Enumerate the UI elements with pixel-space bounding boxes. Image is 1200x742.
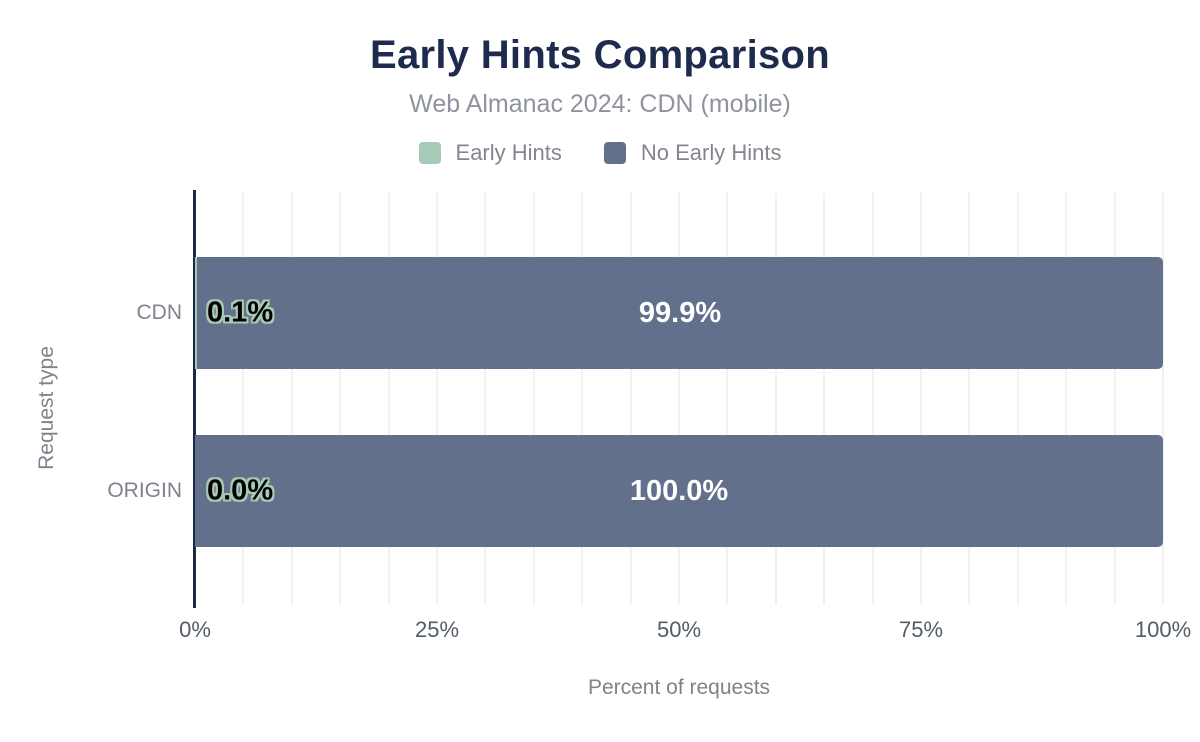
- bar-row-origin: 100.0% 0.0%: [195, 435, 1163, 547]
- bar-value-label-no-early-hints: 100.0%: [629, 474, 729, 507]
- gridline: [823, 193, 826, 605]
- legend-item-no-early-hints[interactable]: No Early Hints: [603, 140, 782, 166]
- bar-value-label-early-hints: 0.1%: [207, 296, 274, 329]
- gridline: [726, 193, 729, 605]
- gridline: [532, 193, 535, 605]
- x-axis-title: Percent of requests: [587, 676, 771, 699]
- gridline: [920, 193, 922, 605]
- x-tick-label: 25%: [414, 617, 460, 642]
- legend-label: No Early Hints: [640, 140, 782, 165]
- plot-area: 99.9% 0.1% 100.0% 0.0%: [193, 190, 1164, 608]
- gridline: [387, 193, 390, 605]
- y-category-label-cdn: CDN: [136, 301, 183, 324]
- gridline: [774, 193, 777, 605]
- legend-item-early-hints[interactable]: Early Hints: [418, 140, 562, 166]
- bar-segment-no-early-hints[interactable]: 100.0%: [195, 435, 1163, 547]
- gridline: [871, 193, 874, 605]
- y-axis-line: [193, 190, 196, 608]
- x-tick-label: 50%: [656, 617, 702, 642]
- chart-subtitle: Web Almanac 2024: CDN (mobile): [409, 90, 791, 118]
- y-axis-category-labels: CDN ORIGIN: [0, 193, 182, 605]
- gridline: [1065, 193, 1068, 605]
- gridline: [678, 193, 680, 605]
- bar-segment-no-early-hints[interactable]: 99.9%: [197, 257, 1163, 369]
- gridline: [484, 193, 487, 605]
- gridline: [968, 193, 971, 605]
- y-axis-title: Request type: [35, 346, 58, 470]
- gridline: [1162, 193, 1164, 605]
- legend-swatch-icon: [418, 142, 441, 164]
- bar-value-label-early-hints: 0.0%: [207, 474, 274, 507]
- gridline: [581, 193, 584, 605]
- x-tick-label: 100%: [1134, 617, 1192, 642]
- gridline: [1016, 193, 1019, 605]
- bar-value-label-no-early-hints: 99.9%: [638, 296, 722, 329]
- legend-label: Early Hints: [455, 140, 562, 165]
- gridline: [339, 193, 342, 605]
- gridline: [436, 193, 438, 605]
- y-category-label-origin: ORIGIN: [107, 479, 182, 502]
- gridline: [1113, 193, 1116, 605]
- legend: Early Hints No Early Hints: [0, 140, 1200, 166]
- x-axis-tick-labels: 0% 25% 50% 75% 100%: [179, 617, 1191, 645]
- x-tick-label: 75%: [898, 617, 944, 642]
- bar-row-cdn: 99.9% 0.1%: [195, 257, 1163, 369]
- x-tick-label: 0%: [179, 617, 211, 642]
- gridline: [290, 193, 293, 605]
- gridline: [629, 193, 632, 605]
- chart-title: Early Hints Comparison: [369, 33, 831, 77]
- legend-swatch-icon: [603, 142, 626, 164]
- bar-segment-early-hints[interactable]: [195, 257, 197, 369]
- gridline: [242, 193, 245, 605]
